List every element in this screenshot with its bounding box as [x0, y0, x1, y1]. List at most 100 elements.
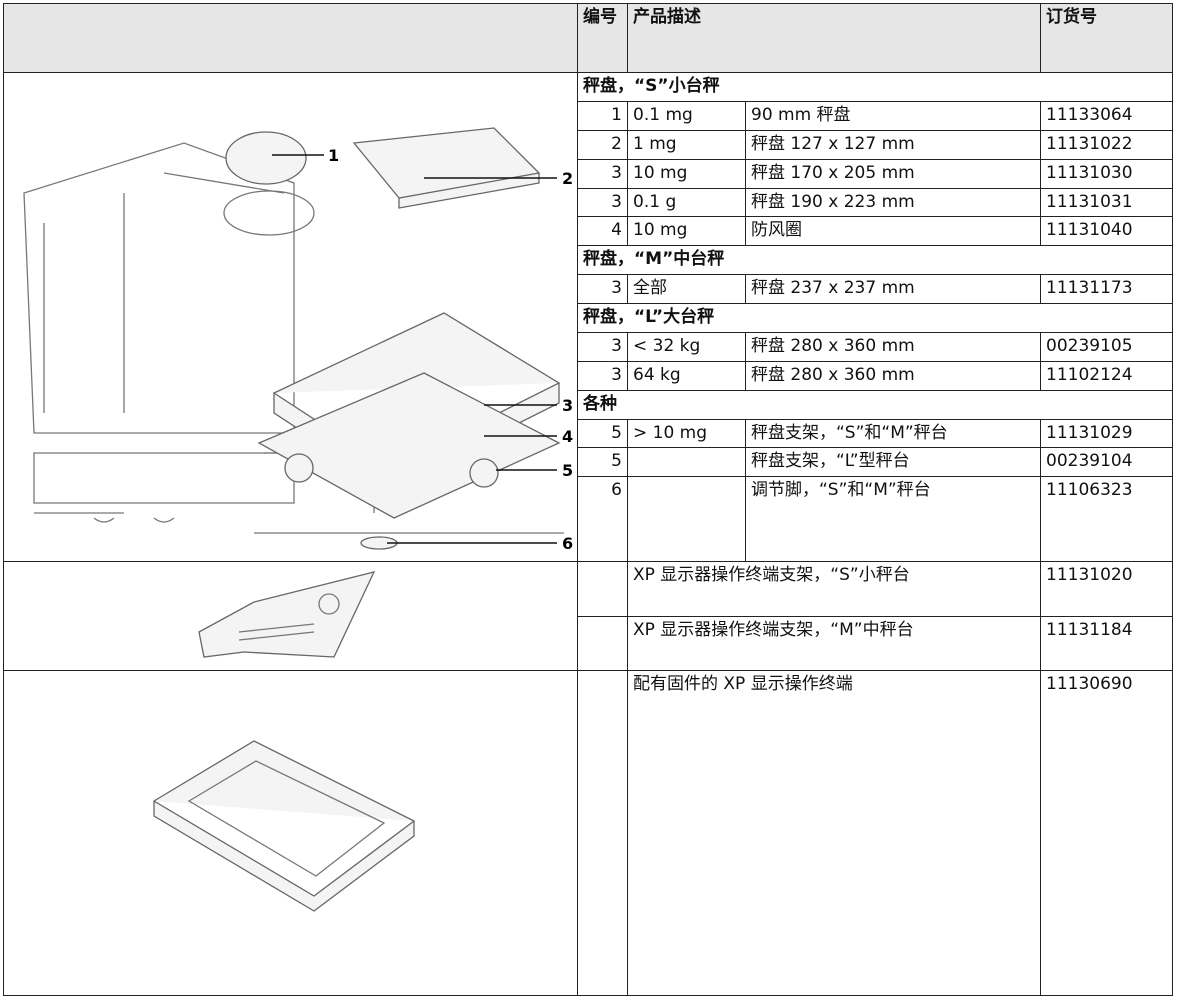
item-number: 1 — [577, 100, 628, 131]
callout: 5 — [562, 461, 573, 480]
support-illustration — [198, 571, 376, 658]
item-number: 3 — [577, 187, 628, 218]
item-order-number: 11131040 — [1040, 216, 1173, 247]
item-order-number: 00239104 — [1040, 447, 1173, 478]
item-order-number: 11102124 — [1040, 360, 1173, 391]
item-description: 秤盘 190 x 223 mm — [745, 187, 1041, 218]
foot — [284, 453, 314, 483]
pan-ring — [223, 190, 315, 236]
parts-table: 编号 产品描述 订货号 1 2 3 4 5 6 秤盘，“S”小台秤 1 0.1 mg… — [3, 3, 1173, 996]
item-description: 秤盘 237 x 237 mm — [745, 274, 1041, 304]
section-row: 各种 — [4, 389, 1173, 420]
item-description: 秤盘 170 x 205 mm — [745, 158, 1041, 189]
item-order-number: 11131173 — [1040, 274, 1173, 304]
item-order-number: 11106323 — [1040, 476, 1173, 562]
item-spec: < 32 kg — [627, 331, 746, 362]
section-title: 各种 — [577, 389, 1173, 420]
item-description: 秤盘 127 x 127 mm — [745, 129, 1041, 160]
item-description: 秤盘 280 x 360 mm — [745, 331, 1041, 362]
item-order-number: 11131022 — [1040, 129, 1173, 160]
support-description: XP 显示器操作终端支架，“M”中秤台 — [627, 615, 1041, 671]
item-order-number: 11131031 — [1040, 187, 1173, 218]
item-description: 秤盘支架，“S”和“M”秤台 — [745, 418, 1041, 449]
image-cell — [3, 561, 578, 671]
item-spec — [627, 447, 746, 478]
draft-shield — [257, 372, 561, 519]
header-number: 编号 — [577, 3, 628, 73]
item-row: 3 全部 秤盘 237 x 237 mm 11131173 — [4, 274, 1173, 304]
item-spec: 10 mg — [627, 158, 746, 189]
support-order-number: 11131184 — [1040, 615, 1173, 671]
item-description: 防风圈 — [745, 216, 1041, 247]
item-description: 调节脚，“S”和“M”秤台 — [745, 476, 1041, 562]
item-number: 4 — [577, 216, 628, 247]
section-title: 秤盘，“L”大台秤 — [577, 303, 1173, 333]
item-order-number: 00239105 — [1040, 331, 1173, 362]
item-number: 2 — [577, 129, 628, 160]
item-description: 90 mm 秤盘 — [745, 100, 1041, 131]
item-number: 3 — [577, 360, 628, 391]
item-order-number: 11131030 — [1040, 158, 1173, 189]
item-spec: 64 kg — [627, 360, 746, 391]
item-number: 3 — [577, 158, 628, 189]
callout: 1 — [328, 146, 339, 165]
item-spec: 0.1 g — [627, 187, 746, 218]
item-row: 3 0.1 g 秤盘 190 x 223 mm 11131031 — [4, 187, 1173, 218]
section-title: 秤盘，“M”中台秤 — [577, 245, 1173, 276]
item-number: 5 — [577, 447, 628, 478]
item-number: 5 — [577, 418, 628, 449]
item-number: 6 — [577, 476, 628, 562]
item-spec: 10 mg — [627, 216, 746, 247]
blank-number — [577, 561, 628, 617]
body: 编号 产品描述 订货号 1 2 3 4 5 6 秤盘，“S”小台秤 1 0.1 mg… — [3, 3, 1173, 996]
item-spec — [627, 476, 746, 562]
header-order-number: 订货号 — [1040, 3, 1173, 73]
image-cell — [3, 670, 578, 996]
callout: 3 — [562, 396, 573, 415]
blank-number — [577, 670, 628, 996]
pan-1 — [225, 131, 307, 185]
item-spec: 0.1 mg — [627, 100, 746, 131]
callout: 2 — [562, 169, 573, 188]
callout-lines — [272, 154, 557, 544]
support-plate — [198, 571, 376, 658]
header-description: 产品描述 — [627, 3, 1041, 73]
section-row: 1 2 3 4 5 6 秤盘，“S”小台秤 — [3, 72, 1173, 102]
blank-number — [577, 615, 628, 671]
item-row: 3 10 mg 秤盘 170 x 205 mm 11131030 — [4, 158, 1173, 189]
section-row: 秤盘，“L”大台秤 — [4, 303, 1173, 333]
terminal-illustration — [152, 740, 416, 912]
item-order-number: 11131029 — [1040, 418, 1173, 449]
header-blank — [3, 3, 578, 73]
item-row: 6 调节脚，“S”和“M”秤台 11106323 — [4, 476, 1173, 562]
support-order-number: 11131020 — [1040, 561, 1173, 617]
item-row: 3 64 kg 秤盘 280 x 360 mm 11102124 — [4, 360, 1173, 391]
header-row: 编号 产品描述 订货号 — [3, 3, 1173, 73]
item-spec: 全部 — [627, 274, 746, 304]
callout: 6 — [562, 534, 573, 553]
item-row: 4 10 mg 防风圈 11131040 — [4, 216, 1173, 247]
item-order-number: 11133064 — [1040, 100, 1173, 131]
callout: 4 — [562, 427, 573, 446]
foot — [469, 458, 499, 488]
page: Parts list {"table": { "header": {"numbe… — [3, 3, 1173, 996]
terminal-description: 配有固件的 XP 显示操作终端 — [627, 670, 1041, 996]
section-row: 秤盘，“M”中台秤 — [4, 245, 1173, 276]
item-description: 秤盘 280 x 360 mm — [745, 360, 1041, 391]
section-title: 秤盘，“S”小台秤 — [577, 72, 1173, 102]
item-description: 秤盘支架，“L”型秤台 — [745, 447, 1041, 478]
support-row: XP 显示器操作终端支架，“S”小秤台 11131020 — [3, 561, 1173, 671]
terminal-row: 配有固件的 XP 显示操作终端 11130690 — [3, 670, 1173, 996]
item-number: 3 — [577, 274, 628, 304]
pan-2 — [352, 127, 541, 209]
terminal — [152, 740, 416, 912]
terminal-order-number: 11130690 — [1040, 670, 1173, 996]
item-number: 3 — [577, 331, 628, 362]
item-spec: > 10 mg — [627, 418, 746, 449]
balance-illustration: 1 2 3 4 5 6 — [23, 127, 573, 553]
support-row: XP 显示器操作终端支架，“M”中秤台 11131184 — [4, 615, 1173, 671]
item-spec: 1 mg — [627, 129, 746, 160]
support-description: XP 显示器操作终端支架，“S”小秤台 — [627, 561, 1041, 617]
image-cell: 1 2 3 4 5 6 — [3, 72, 578, 562]
